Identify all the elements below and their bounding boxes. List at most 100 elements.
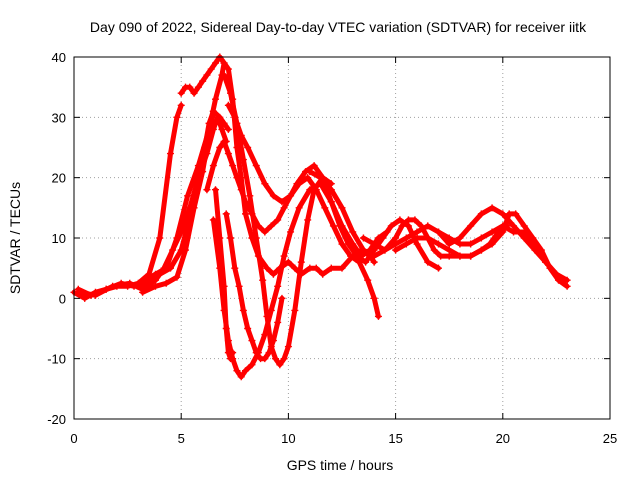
data-point [396, 216, 404, 224]
x-axis-label: GPS time / hours [287, 457, 394, 473]
data-point [488, 240, 496, 248]
data-point [306, 264, 314, 272]
y-tick-label: -10 [47, 352, 66, 367]
chart-title: Day 090 of 2022, Sidereal Day-to-day VTE… [90, 19, 587, 35]
data-point [287, 192, 295, 200]
data-point [239, 156, 247, 164]
data-point [220, 137, 228, 145]
data-point [510, 228, 518, 236]
data-point [404, 216, 412, 224]
data-point [280, 252, 288, 260]
data-point [233, 367, 241, 375]
data-point [134, 282, 142, 290]
data-point [381, 246, 389, 254]
data-point [347, 252, 355, 260]
data-point [445, 246, 453, 254]
data-point [520, 228, 528, 236]
data-point [269, 192, 277, 200]
data-point [434, 228, 442, 236]
data-point [237, 373, 245, 381]
data-point [177, 101, 185, 109]
data-point [203, 186, 211, 194]
data-point [229, 162, 237, 170]
data-point [456, 252, 464, 260]
data-point [263, 312, 271, 320]
data-point [297, 258, 305, 266]
data-point [269, 270, 277, 278]
data-point [364, 276, 372, 284]
data-point [398, 222, 406, 230]
data-point [156, 234, 164, 242]
data-point [499, 228, 507, 236]
data-point [199, 77, 207, 85]
data-point [218, 125, 226, 133]
data-point [477, 246, 485, 254]
data-point [222, 325, 230, 332]
data-point [263, 264, 271, 272]
data-point [278, 198, 286, 206]
data-point [505, 210, 513, 218]
data-point [181, 246, 189, 254]
data-point [402, 240, 410, 248]
data-point [190, 89, 198, 97]
x-tick-label: 25 [603, 431, 617, 446]
data-point [248, 361, 256, 369]
data-point [291, 264, 299, 272]
data-point [284, 343, 292, 351]
data-point [151, 282, 159, 290]
series-line [360, 205, 568, 283]
data-point [383, 228, 391, 236]
data-point [186, 83, 194, 91]
data-point [246, 192, 254, 200]
data-point [392, 234, 400, 242]
data-point [166, 264, 174, 272]
data-point [413, 240, 421, 248]
data-point [413, 234, 421, 242]
data-point [212, 59, 220, 67]
data-point [374, 312, 382, 320]
data-point [304, 216, 312, 224]
data-point [220, 119, 228, 127]
data-point [222, 210, 230, 218]
x-tick-label: 0 [70, 431, 77, 446]
data-point [291, 306, 299, 314]
data-point [295, 204, 303, 212]
data-point [252, 234, 260, 242]
data-point [370, 252, 378, 260]
data-point [510, 222, 518, 230]
data-point [370, 294, 378, 302]
data-point [445, 252, 453, 260]
data-point [220, 71, 228, 79]
data-point [488, 204, 496, 212]
data-point [203, 71, 211, 79]
series-track-l [224, 101, 382, 320]
data-point [216, 113, 224, 121]
x-tick-label: 5 [178, 431, 185, 446]
data-point [317, 174, 325, 182]
data-point [278, 294, 286, 302]
data-point [563, 276, 571, 284]
data-point [199, 168, 207, 176]
data-point [212, 95, 220, 103]
data-point [329, 222, 337, 230]
data-point [216, 144, 224, 151]
data-point [237, 131, 245, 139]
data-point [169, 246, 177, 254]
data-point [355, 258, 363, 266]
data-point [274, 318, 282, 326]
data-point [237, 186, 245, 194]
data-point [209, 107, 217, 115]
data-point [321, 204, 329, 212]
data-point [456, 240, 464, 248]
data-point [499, 210, 507, 218]
data-point [227, 89, 235, 97]
data-point [145, 276, 153, 284]
data-point [445, 234, 453, 242]
data-point [203, 144, 211, 151]
x-tick-label: 20 [496, 431, 510, 446]
data-point [488, 228, 496, 236]
data-point [531, 240, 539, 248]
data-point [126, 279, 134, 287]
data-point [404, 222, 412, 230]
data-point [467, 252, 475, 260]
